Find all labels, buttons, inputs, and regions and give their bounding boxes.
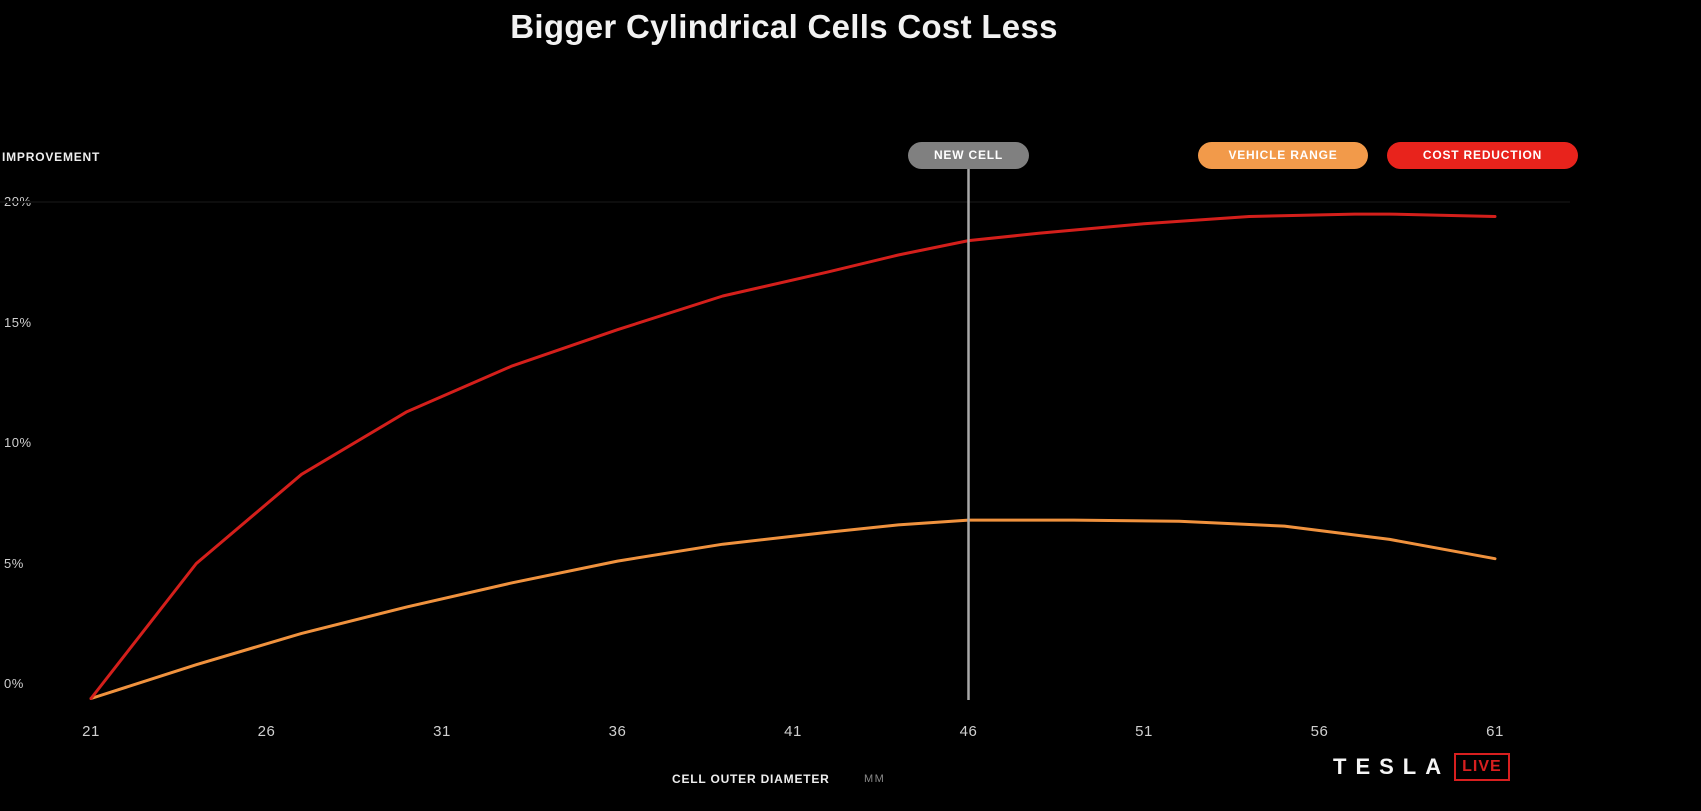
y-axis-title: IMPROVEMENT bbox=[2, 150, 101, 164]
vehicle-range-line bbox=[89, 518, 1497, 700]
x-tick-label: 41 bbox=[784, 723, 802, 740]
y-tick-label: 0% bbox=[4, 676, 24, 691]
x-tick-label: 26 bbox=[257, 723, 276, 740]
x-tick-label: 56 bbox=[1310, 723, 1329, 740]
tesla-wordmark: TESLA bbox=[1333, 754, 1451, 779]
x-tick-label: 51 bbox=[1135, 723, 1153, 740]
chart-title: Bigger Cylindrical Cells Cost Less bbox=[510, 8, 1058, 45]
x-tick-label: 36 bbox=[608, 723, 627, 740]
y-tick-label: 5% bbox=[4, 555, 24, 571]
new-cell-marker-label: NEW CELL bbox=[908, 142, 1029, 169]
x-tick-label: 46 bbox=[959, 723, 978, 740]
x-tick-label: 31 bbox=[433, 723, 451, 740]
y-tick-label: 10% bbox=[4, 435, 32, 450]
tesla-live-logo: TESLA LIVE bbox=[1333, 751, 1510, 783]
cost-reduction-line bbox=[89, 212, 1497, 700]
x-axis-title: CELL OUTER DIAMETER bbox=[672, 772, 830, 786]
x-tick-label: 61 bbox=[1486, 723, 1504, 740]
x-axis-unit: MM bbox=[864, 773, 886, 785]
y-tick-label: 15% bbox=[4, 314, 32, 330]
x-tick-label: 21 bbox=[82, 723, 100, 740]
legend-vehicle-range: VEHICLE RANGE bbox=[1198, 142, 1368, 169]
legend-cost-reduction: COST REDUCTION bbox=[1387, 142, 1578, 169]
live-badge: LIVE bbox=[1454, 753, 1510, 781]
